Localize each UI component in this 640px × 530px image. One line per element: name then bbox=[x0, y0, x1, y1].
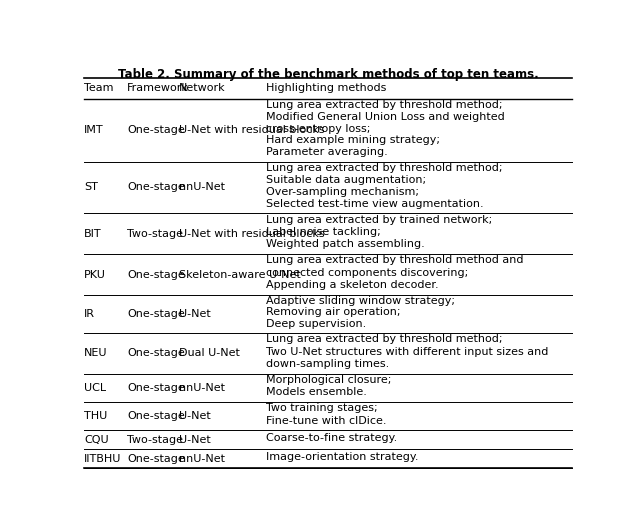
Text: One-stage: One-stage bbox=[127, 454, 185, 464]
Text: Skeleton-aware U-Net: Skeleton-aware U-Net bbox=[179, 270, 301, 279]
Text: ST: ST bbox=[84, 182, 98, 192]
Text: Morphological closure;: Morphological closure; bbox=[266, 375, 392, 385]
Text: U-Net: U-Net bbox=[179, 411, 211, 421]
Text: Two training stages;: Two training stages; bbox=[266, 403, 378, 413]
Text: Team: Team bbox=[84, 84, 113, 93]
Text: Table 2. Summary of the benchmark methods of top ten teams.: Table 2. Summary of the benchmark method… bbox=[118, 68, 538, 82]
Text: One-stage: One-stage bbox=[127, 411, 185, 421]
Text: Appending a skeleton decoder.: Appending a skeleton decoder. bbox=[266, 280, 438, 290]
Text: cross-entropy loss;: cross-entropy loss; bbox=[266, 123, 371, 134]
Text: U-Net: U-Net bbox=[179, 435, 211, 445]
Text: Fine-tune with clDice.: Fine-tune with clDice. bbox=[266, 416, 387, 426]
Text: UCL: UCL bbox=[84, 383, 106, 393]
Text: Over-sampling mechanism;: Over-sampling mechanism; bbox=[266, 187, 419, 197]
Text: CQU: CQU bbox=[84, 435, 109, 445]
Text: BIT: BIT bbox=[84, 229, 102, 239]
Text: U-Net with residual blocks: U-Net with residual blocks bbox=[179, 126, 325, 135]
Text: Suitable data augmentation;: Suitable data augmentation; bbox=[266, 175, 426, 184]
Text: NEU: NEU bbox=[84, 348, 108, 358]
Text: IR: IR bbox=[84, 309, 95, 319]
Text: Image-orientation strategy.: Image-orientation strategy. bbox=[266, 452, 419, 462]
Text: Hard example mining strategy;: Hard example mining strategy; bbox=[266, 135, 440, 145]
Text: IMT: IMT bbox=[84, 126, 104, 135]
Text: THU: THU bbox=[84, 411, 108, 421]
Text: Models ensemble.: Models ensemble. bbox=[266, 387, 367, 398]
Text: Weighted patch assembling.: Weighted patch assembling. bbox=[266, 239, 425, 249]
Text: U-Net with residual blocks: U-Net with residual blocks bbox=[179, 229, 325, 239]
Text: Modified General Union Loss and weighted: Modified General Union Loss and weighted bbox=[266, 112, 505, 122]
Text: Network: Network bbox=[179, 84, 226, 93]
Text: PKU: PKU bbox=[84, 270, 106, 279]
Text: Selected test-time view augmentation.: Selected test-time view augmentation. bbox=[266, 199, 484, 209]
Text: Adaptive sliding window strategy;: Adaptive sliding window strategy; bbox=[266, 296, 455, 306]
Text: One-stage: One-stage bbox=[127, 182, 185, 192]
Text: Framework: Framework bbox=[127, 84, 189, 93]
Text: Two-stage: Two-stage bbox=[127, 435, 183, 445]
Text: nnU-Net: nnU-Net bbox=[179, 454, 225, 464]
Text: U-Net: U-Net bbox=[179, 309, 211, 319]
Text: Lung area extracted by threshold method and: Lung area extracted by threshold method … bbox=[266, 255, 524, 266]
Text: Removing air operation;: Removing air operation; bbox=[266, 307, 401, 317]
Text: IITBHU: IITBHU bbox=[84, 454, 122, 464]
Text: Dual U-Net: Dual U-Net bbox=[179, 348, 240, 358]
Text: connected components discovering;: connected components discovering; bbox=[266, 268, 468, 278]
Text: Coarse-to-fine strategy.: Coarse-to-fine strategy. bbox=[266, 432, 397, 443]
Text: Two-stage: Two-stage bbox=[127, 229, 183, 239]
Text: Label noise tackling;: Label noise tackling; bbox=[266, 227, 381, 237]
Text: One-stage: One-stage bbox=[127, 309, 185, 319]
Text: One-stage: One-stage bbox=[127, 383, 185, 393]
Text: Lung area extracted by threshold method;: Lung area extracted by threshold method; bbox=[266, 163, 502, 173]
Text: Highlighting methods: Highlighting methods bbox=[266, 84, 387, 93]
Text: Parameter averaging.: Parameter averaging. bbox=[266, 147, 388, 157]
Text: Deep supervision.: Deep supervision. bbox=[266, 319, 366, 329]
Text: down-sampling times.: down-sampling times. bbox=[266, 359, 389, 369]
Text: nnU-Net: nnU-Net bbox=[179, 182, 225, 192]
Text: One-stage: One-stage bbox=[127, 348, 185, 358]
Text: Two U-Net structures with different input sizes and: Two U-Net structures with different inpu… bbox=[266, 347, 548, 357]
Text: Lung area extracted by threshold method;: Lung area extracted by threshold method; bbox=[266, 100, 502, 110]
Text: nnU-Net: nnU-Net bbox=[179, 383, 225, 393]
Text: One-stage: One-stage bbox=[127, 126, 185, 135]
Text: Lung area extracted by threshold method;: Lung area extracted by threshold method; bbox=[266, 334, 502, 344]
Text: One-stage: One-stage bbox=[127, 270, 185, 279]
Text: Lung area extracted by trained network;: Lung area extracted by trained network; bbox=[266, 215, 492, 225]
